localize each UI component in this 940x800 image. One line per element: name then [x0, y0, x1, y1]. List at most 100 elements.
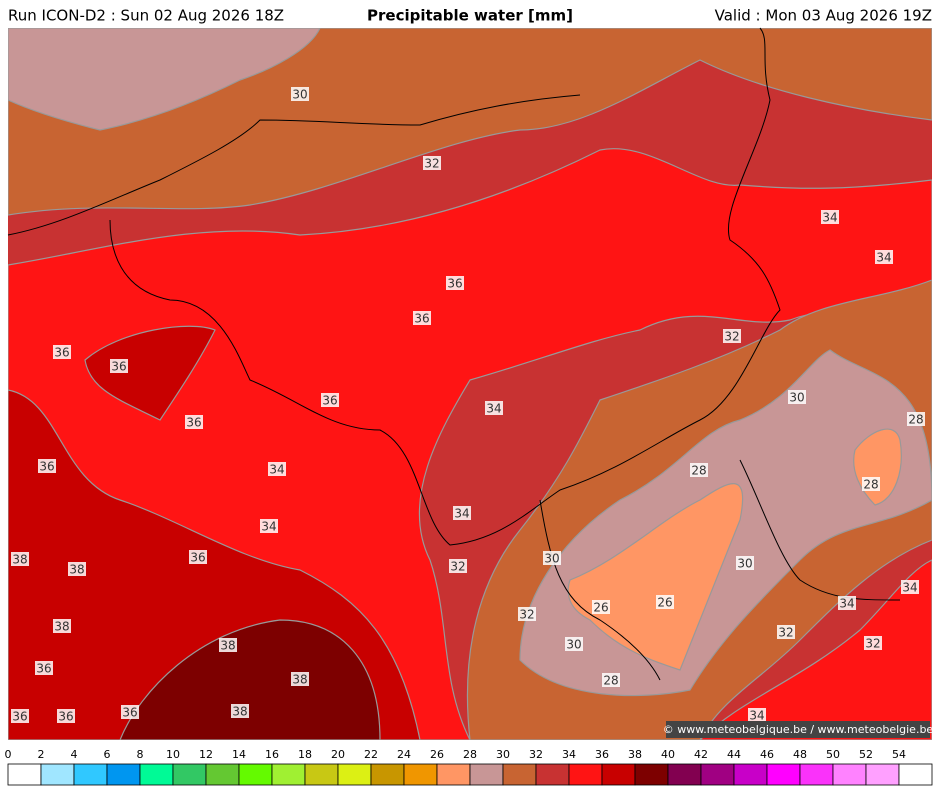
contour-label: 38: [220, 639, 235, 653]
contour-label-box: [219, 638, 237, 652]
colorbar-swatch: [535, 763, 570, 786]
contour-label: 34: [902, 581, 917, 595]
contour-label: 30: [737, 557, 752, 571]
colorbar-tick: 32: [529, 748, 543, 761]
contour-label-box: [38, 459, 56, 473]
copyright: © www.meteobelgique.be / www.meteobelgie…: [663, 723, 934, 736]
contour-label-box: [690, 463, 708, 477]
contour-label: 36: [190, 551, 205, 565]
contour-label-box: [11, 552, 29, 566]
colorbar-swatch: [634, 763, 669, 786]
colorbar-swatch: [832, 763, 867, 786]
contour-label: 30: [789, 391, 804, 405]
contour-label: 36: [186, 416, 201, 430]
contour-label: 34: [876, 251, 891, 265]
contour-label-box: [231, 704, 249, 718]
colorbar-swatch: [271, 763, 306, 786]
colorbar-swatch: [865, 763, 900, 786]
contour-label-box: [185, 415, 203, 429]
colorbar-swatch: [172, 763, 207, 786]
colorbar-tick: 14: [232, 748, 246, 761]
contour-label: 34: [269, 463, 284, 477]
colorbar-swatch: [337, 763, 372, 786]
contour-label-box: [864, 636, 882, 650]
contour-label-box: [543, 551, 561, 565]
colorbar-tick: 18: [298, 748, 312, 761]
contour-label: 32: [778, 626, 793, 640]
contour-label-box: [446, 276, 464, 290]
colorbar-swatch: [799, 763, 834, 786]
colorbar-tick: 6: [104, 748, 111, 761]
contour-label-box: [723, 329, 741, 343]
contour-label: 26: [593, 601, 608, 615]
colorbar-swatch: [766, 763, 801, 786]
contour-label-box: [35, 661, 53, 675]
field: [8, 28, 932, 740]
colorbar-swatch: [436, 763, 471, 786]
colorbar-swatch: [898, 763, 933, 786]
contour-label: 32: [519, 608, 534, 622]
contour-label: 36: [39, 460, 54, 474]
contour-label: 30: [544, 552, 559, 566]
colorbar-tick: 22: [364, 748, 378, 761]
colorbar-tick: 42: [694, 748, 708, 761]
colorbar-tick: 20: [331, 748, 345, 761]
contour-label-box: [592, 600, 610, 614]
contour-label-box: [291, 87, 309, 101]
colorbar-tick: 10: [166, 748, 180, 761]
contour-label-box: [68, 562, 86, 576]
colorbar-swatch: [238, 763, 273, 786]
contour-label: 34: [749, 709, 764, 723]
contour-label-box: [260, 519, 278, 533]
contour-label: 32: [450, 560, 465, 574]
colorbar-swatch: [733, 763, 768, 786]
contour-label: 36: [447, 277, 462, 291]
colorbar-swatch: [568, 763, 603, 786]
colorbar-swatch: [73, 763, 108, 786]
contour-label: 34: [486, 402, 501, 416]
contour-label: 38: [232, 705, 247, 719]
contour-label: 34: [261, 520, 276, 534]
run-label: Run ICON-D2 : Sun 02 Aug 2026 18Z: [8, 7, 284, 25]
contour-label: 32: [724, 330, 739, 344]
colorbar-tick: 48: [793, 748, 807, 761]
contour-label-box: [907, 412, 925, 426]
contour-label: 36: [12, 710, 27, 724]
colorbar-swatch: [106, 763, 141, 786]
contour-label: 36: [36, 662, 51, 676]
contour-label: 34: [839, 597, 854, 611]
contour-label-box: [736, 556, 754, 570]
colorbar-tick: 16: [265, 748, 279, 761]
contour-label: 38: [292, 673, 307, 687]
contour-label-box: [485, 401, 503, 415]
contour-label: 36: [122, 706, 137, 720]
colorbar-tick: 4: [71, 748, 78, 761]
contour-label: 36: [111, 360, 126, 374]
colorbar-swatch: [601, 763, 636, 786]
map-title: Precipitable water [mm]: [367, 7, 573, 25]
contour-label-box: [291, 672, 309, 686]
colorbar-swatch: [7, 763, 42, 786]
contour-label-box: [268, 462, 286, 476]
colorbar-tick: 36: [595, 748, 609, 761]
colorbar-tick: 52: [859, 748, 873, 761]
contour-label-box: [862, 477, 880, 491]
colorbar-tick: 12: [199, 748, 213, 761]
contour-label-box: [53, 619, 71, 633]
contour-label: 28: [863, 478, 878, 492]
contour-label-box: [53, 345, 71, 359]
contour-label: 30: [292, 88, 307, 102]
contour-label: 38: [12, 553, 27, 567]
colorbar-tick: 34: [562, 748, 576, 761]
colorbar-tick: 44: [727, 748, 741, 761]
contour-label: 32: [424, 157, 439, 171]
colorbar-swatch: [370, 763, 405, 786]
colorbar-tick: 28: [463, 748, 477, 761]
colorbar-tick: 0: [5, 748, 12, 761]
colorbar-tick: 50: [826, 748, 840, 761]
contour-label-box: [57, 709, 75, 723]
contour-label: 32: [865, 637, 880, 651]
colorbar-tick: 8: [137, 748, 144, 761]
colorbar-tick: 30: [496, 748, 510, 761]
